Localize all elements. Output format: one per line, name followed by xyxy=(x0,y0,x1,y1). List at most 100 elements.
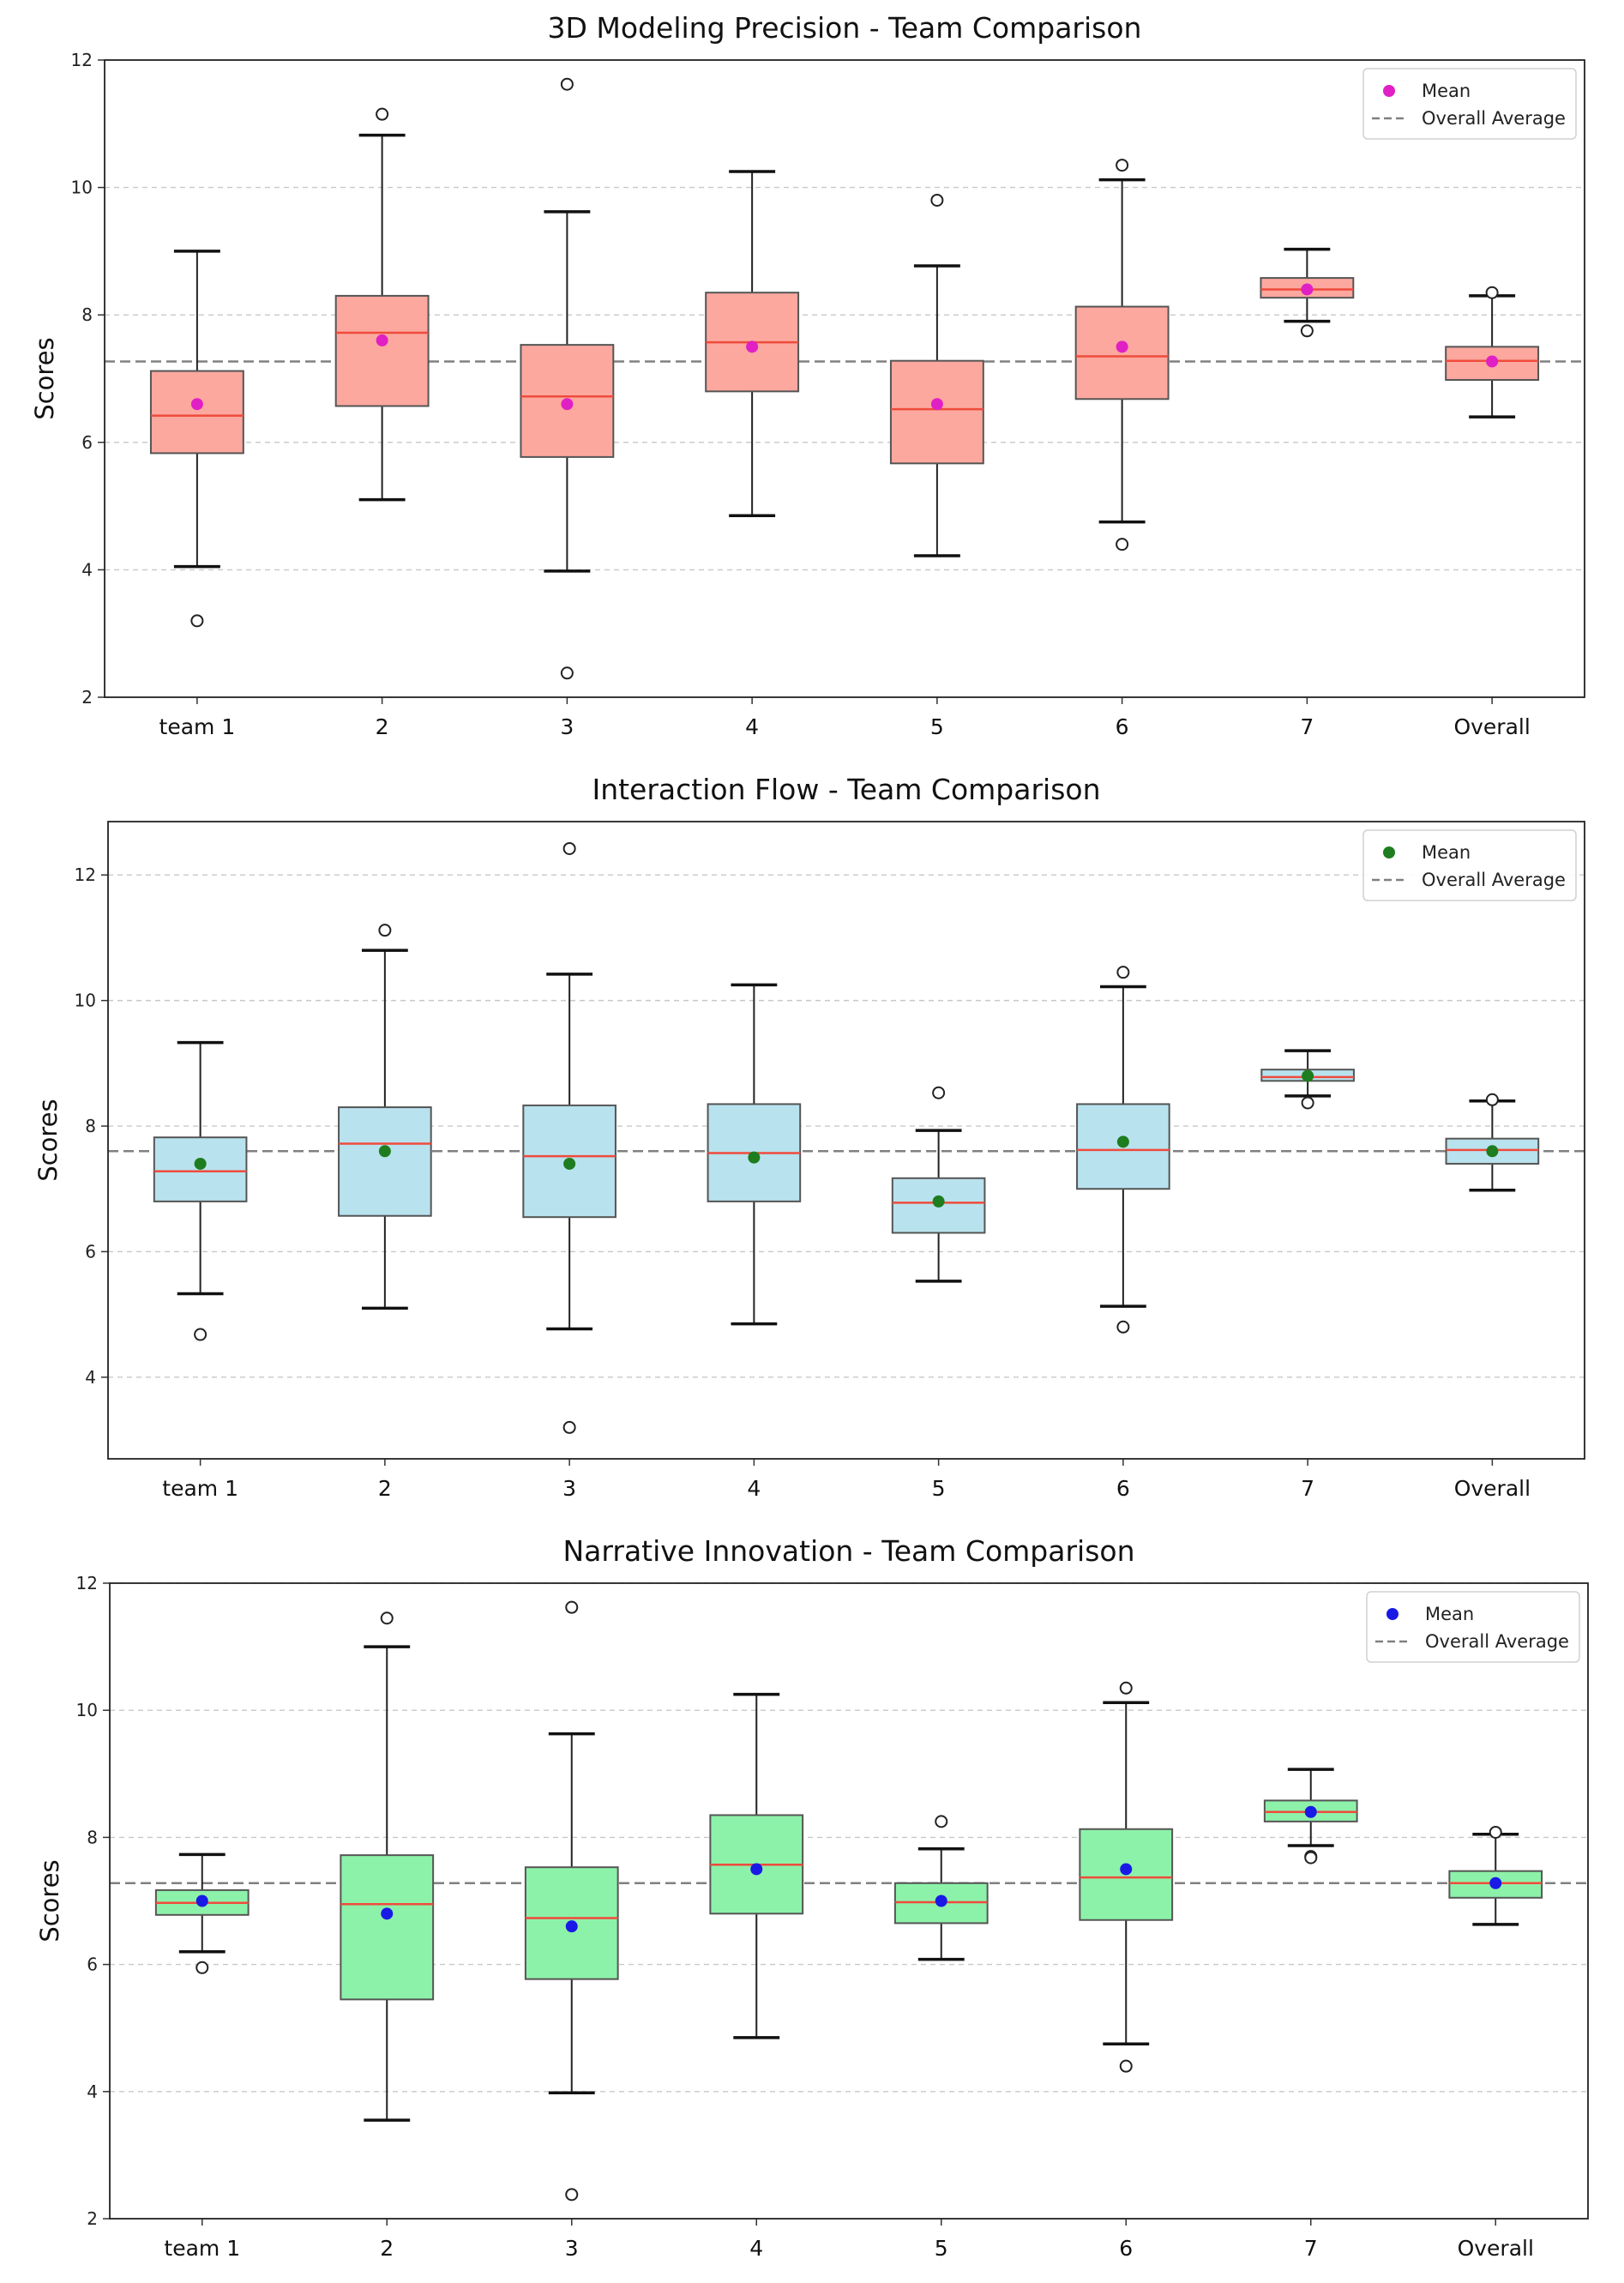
x-tick-label: 7 xyxy=(1301,1476,1314,1501)
x-tick-label: 2 xyxy=(380,2236,394,2261)
y-tick-label: 2 xyxy=(87,2208,98,2229)
mean-point xyxy=(194,1157,207,1170)
iqr-box xyxy=(1079,1828,1174,1921)
chart-panel-1: 3D Modeling Precision - Team Comparison S… xyxy=(30,11,1585,739)
y-tick-label: 8 xyxy=(81,304,93,325)
box-2 xyxy=(338,924,432,1310)
legend: Mean Overall Average xyxy=(1366,1591,1580,1663)
mean-point xyxy=(1301,283,1314,296)
mean-point xyxy=(190,398,203,411)
outlier-point xyxy=(195,1961,209,1974)
box-2 xyxy=(334,107,430,502)
legend-mean-marker xyxy=(1383,846,1395,858)
x-tick-label: 6 xyxy=(1116,1476,1130,1501)
y-tick-label: 4 xyxy=(81,559,93,580)
box-7 xyxy=(1260,1049,1355,1110)
outlier-point xyxy=(1116,159,1129,172)
box-5 xyxy=(891,1086,986,1283)
box-6 xyxy=(1074,159,1170,551)
outlier-point xyxy=(1119,1681,1133,1695)
legend-average-label: Overall Average xyxy=(1425,1631,1569,1652)
mean-point xyxy=(1302,1069,1314,1082)
x-tick-label: Overall xyxy=(1458,2236,1534,2261)
outlier-point xyxy=(930,193,944,207)
y-axis-label: Scores xyxy=(35,1859,64,1942)
mean-point xyxy=(932,1195,945,1208)
outlier-point xyxy=(560,666,574,680)
box-6 xyxy=(1079,1681,1174,2073)
x-tick-label: team 1 xyxy=(162,1476,238,1501)
chart-panel-2: Interaction Flow - Team Comparison Scores… xyxy=(33,773,1585,1501)
box-5 xyxy=(893,1815,989,1961)
box-4 xyxy=(707,983,802,1326)
box-2 xyxy=(340,1611,435,2122)
iqr-box xyxy=(338,1106,432,1217)
x-tick-label: 7 xyxy=(1300,714,1314,739)
box-4 xyxy=(709,1692,804,2039)
legend-mean-label: Mean xyxy=(1425,1604,1474,1624)
y-tick-label: 4 xyxy=(85,1367,96,1388)
box-8 xyxy=(1445,1093,1540,1192)
box-5 xyxy=(889,193,984,557)
outlier-point xyxy=(1116,966,1130,979)
outlier-point xyxy=(1485,1093,1499,1106)
outlier-point xyxy=(1116,1320,1130,1334)
chart-panel-3: Narrative Innovation - Team Comparison Sc… xyxy=(35,1534,1589,2261)
iqr-box xyxy=(1074,305,1170,401)
box-1 xyxy=(154,1852,250,1974)
box-4 xyxy=(705,170,800,517)
y-tick-label: 4 xyxy=(87,2081,98,2102)
mean-point xyxy=(1489,1876,1502,1889)
outlier-point xyxy=(190,614,204,628)
outlier-point xyxy=(1300,324,1314,338)
legend-frame xyxy=(1366,1591,1580,1663)
x-tick-label: 6 xyxy=(1119,2236,1133,2261)
x-tick-label: 4 xyxy=(747,1476,761,1501)
outlier-point xyxy=(1119,2059,1133,2073)
mean-point xyxy=(750,1863,763,1876)
mean-point xyxy=(1486,355,1499,368)
x-tick-label: 6 xyxy=(1116,714,1129,739)
y-tick-label: 8 xyxy=(87,1827,98,1847)
outlier-point xyxy=(194,1328,208,1341)
x-tick-label: 2 xyxy=(376,714,389,739)
mean-point xyxy=(935,1894,947,1907)
x-tick-label: 3 xyxy=(560,714,574,739)
outlier-point xyxy=(560,77,574,91)
box-8 xyxy=(1445,286,1540,419)
legend: Mean Overall Average xyxy=(1362,829,1577,901)
iqr-box xyxy=(334,294,430,407)
legend-mean-marker xyxy=(1383,85,1395,97)
outlier-point xyxy=(1301,1096,1314,1110)
x-tick-label: 3 xyxy=(562,1476,576,1501)
mean-point xyxy=(563,1157,576,1170)
mean-point xyxy=(381,1907,394,1920)
mean-point xyxy=(1304,1805,1317,1818)
x-tick-label: 2 xyxy=(378,1476,392,1501)
y-axis-label: Scores xyxy=(33,1099,63,1181)
outlier-point xyxy=(565,2188,579,2202)
iqr-box xyxy=(340,1854,435,2001)
mean-point xyxy=(1116,1135,1129,1148)
x-tick-label: 5 xyxy=(935,2236,948,2261)
box-6 xyxy=(1076,966,1170,1334)
y-tick-label: 2 xyxy=(81,687,93,708)
chart-title: Narrative Innovation - Team Comparison xyxy=(562,1534,1134,1568)
x-tick-label: 4 xyxy=(749,2236,763,2261)
chart-title: 3D Modeling Precision - Team Comparison xyxy=(548,11,1142,45)
x-tick-label: Overall xyxy=(1453,714,1530,739)
mean-point xyxy=(748,1151,761,1164)
mean-point xyxy=(378,1145,391,1158)
x-tick-label: 3 xyxy=(565,2236,579,2261)
y-tick-label: 12 xyxy=(75,864,96,885)
x-tick-label: Overall xyxy=(1454,1476,1531,1501)
mean-point xyxy=(1120,1863,1133,1876)
x-tick-label: 5 xyxy=(930,714,944,739)
chart-title: Interaction Flow - Team Comparison xyxy=(592,773,1100,806)
outlier-point xyxy=(562,1420,576,1434)
x-tick-label: 7 xyxy=(1304,2236,1318,2261)
y-tick-label: 12 xyxy=(76,1573,98,1593)
plot-frame xyxy=(107,821,1585,1460)
outlier-point xyxy=(1304,1851,1318,1864)
